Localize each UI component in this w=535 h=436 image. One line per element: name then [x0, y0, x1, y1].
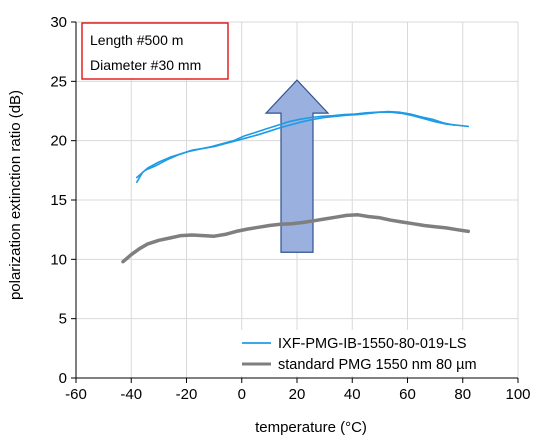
y-tick-label: 15 [50, 192, 67, 209]
x-tick-label: 40 [344, 386, 361, 403]
x-tick-label: 0 [238, 386, 246, 403]
legend-background [238, 330, 516, 376]
series-line-1 [136, 110, 456, 179]
annotation-box-frame [81, 22, 229, 80]
tick-labels: -60 -40 -20 0 20 40 60 80 100 0 5 10 15 20 25 30 [50, 14, 530, 403]
y-tick-label: 30 [50, 14, 67, 31]
x-tick-label: 80 [454, 386, 471, 403]
x-tick-label: 60 [399, 386, 416, 403]
annotation-box: Length #500 m Diameter #30 mm [81, 22, 229, 80]
x-tick-label: -20 [176, 386, 198, 403]
annotation-length: Length #500 m [90, 32, 183, 48]
axes [71, 21, 519, 383]
y-tick-label: 10 [50, 251, 67, 268]
series-line-2 [121, 213, 471, 264]
series-layer [121, 110, 471, 264]
x-tick-label: -40 [120, 386, 142, 403]
legend-label-ixf: IXF-PMG-IB-1550-80-019-LS [278, 336, 467, 352]
annotation-diameter: Diameter #30 mm [90, 57, 201, 73]
y-tick-label: 20 [50, 133, 67, 150]
legend-label-standard: standard PMG 1550 nm 80 µm [278, 357, 477, 373]
x-tick-label: 100 [505, 386, 530, 403]
legend: IXF-PMG-IB-1550-80-019-LS standard PMG 1… [238, 330, 516, 376]
x-axis-title: temperature (°C) [255, 419, 367, 436]
x-tick-label: -60 [65, 386, 87, 403]
x-tick-label: 20 [289, 386, 306, 403]
y-tick-label: 25 [50, 73, 67, 90]
y-tick-label: 0 [59, 370, 67, 387]
y-tick-label: 5 [59, 311, 67, 328]
y-axis-title: polarization extinction ratio (dB) [7, 90, 24, 300]
